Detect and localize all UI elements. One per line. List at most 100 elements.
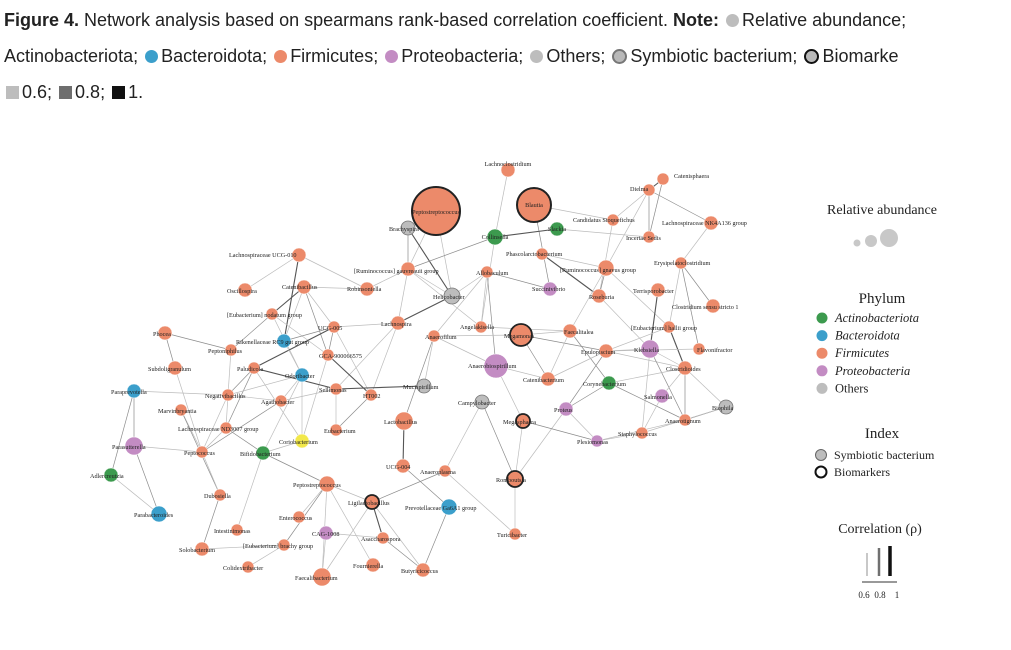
network-node: Enterococcus [279,510,313,524]
figure-label: Figure 4. [4,10,80,30]
network-node: GCA-900066575 [319,348,362,362]
network-edge [407,268,453,297]
network-edge [133,445,160,515]
node-label: Lachnospiraceae UCG-010 [229,252,297,259]
node-circle [662,320,676,334]
network-node: Eubacterium [324,423,356,437]
legend-phylum-items: Actinobacteriota Bacteroidota Firmicutes Pr… [816,311,919,395]
network-edge [325,532,384,539]
network-edge [298,254,368,290]
network-node: Candidatus Stoquefichus [573,213,635,227]
node-circle [416,378,432,394]
network-edge [494,169,509,238]
network-edge [133,390,229,396]
network-node: Bifidobacterium [240,445,281,461]
network-edge [382,537,424,571]
network-edge [608,367,686,384]
network-node: Salmonella [644,388,672,404]
node-circle [480,265,494,279]
node-circle [440,498,458,516]
node-circle [294,433,310,449]
network-edge [283,483,328,546]
node-circle [678,413,692,427]
network-edge [641,348,651,434]
node-circle [359,281,375,297]
node-label: Dielma [630,186,648,193]
network-node: UCG-005 [318,320,342,334]
node-circle [597,259,615,277]
network-edge [569,267,607,332]
node-circle [515,413,531,429]
network-edge [262,452,328,485]
node-label: Blautia [525,202,543,209]
node-circle [274,394,288,408]
legend-phylum-label: Firmicutes [834,346,889,360]
node-label: HT002 [363,393,381,400]
network-edge [225,367,255,429]
network-node: Ligilactobacillus [348,494,390,510]
node-label: Agathobacter [261,399,294,406]
network-node: [Eubacterium] brachy group [243,538,313,552]
node-circle [395,458,411,474]
network-edge [605,350,686,369]
network-node: Clostridioides [666,360,701,376]
node-circle [194,541,210,557]
legend-index-title: Index [865,426,900,442]
legend-biomarker-icon [814,465,828,479]
node-label: [Eubacterium] brachy group [243,543,313,550]
node-label: Coriobacterium [279,439,318,446]
node-circle [167,360,183,376]
network-node: Robinsoniella [347,281,382,297]
network-node: Solobacterium [179,541,215,557]
network-edge [402,465,450,508]
network-edge [321,501,373,578]
network-node: [Ruminococcus] gauvreauii group [354,261,439,277]
network-node: Biophila [712,399,734,415]
network-node: Peptococcus [184,445,216,459]
node-label: Parabacteroides [134,512,174,519]
network-node: Lachnospira [381,315,412,331]
network-edge [283,286,305,342]
node-circle [157,325,173,341]
node-label: Succinivibrio [532,286,565,293]
node-label: GCA-900066575 [319,353,362,360]
node-label: Eubacterium [324,428,356,435]
node-label: Odoribacter [285,373,315,380]
node-label: Lactobacillus [384,419,418,426]
node-label: Slackia [548,226,566,233]
network-edge [253,326,335,369]
node-label: Adlercreutzia [90,473,124,480]
network-edge [680,262,700,350]
node-label: Mucispirillum [403,384,439,391]
network-node: Adlercreutzia [90,467,124,483]
node-label: Biophila [712,405,734,412]
network-node: Parasutterella [112,436,146,456]
node-label: Catenibacterium [523,377,564,384]
node-circle [415,562,431,578]
note-corr-06: 0.6; [22,82,53,102]
node-label: [Ruminococcus] gnavus group [560,267,636,274]
note-others: Others; [546,46,606,66]
node-circle [365,557,381,573]
network-edge [247,544,285,568]
node-circle [509,323,533,347]
network-edge [680,262,714,307]
network-edge [565,350,607,410]
node-label: Lachnospiraceae NK4A136 group [662,220,747,227]
network-node: Peptostreptococcus [293,475,341,493]
network-edge [433,334,522,337]
network-node: Blautia [516,187,552,223]
node-label: Romboutsia [496,477,526,484]
node-circle [591,288,607,304]
network-edge [335,394,372,431]
legend-abundance-large-icon [880,229,898,247]
node-label: Parasutterella [112,444,146,451]
network-edge [201,544,285,550]
network-edge [201,400,282,453]
node-circle [364,388,378,402]
node-label: Collinsella [482,234,509,241]
node-circle [329,423,343,437]
network-node: Asaccharospora [361,531,401,545]
network-edge [303,286,329,356]
node-label: Helicobacter [433,294,465,301]
